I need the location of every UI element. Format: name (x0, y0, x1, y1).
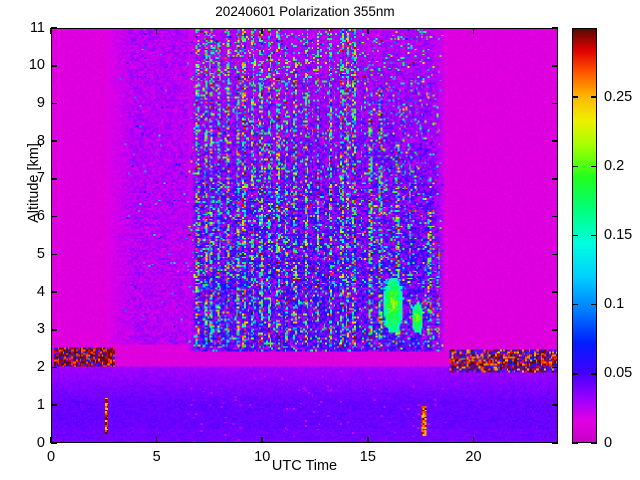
y-tick-mark (51, 366, 57, 369)
x-tick-label: 10 (254, 449, 271, 465)
y-tick-mark-right (552, 140, 558, 142)
x-tick-label: 0 (46, 449, 56, 465)
y-tick-mark (51, 404, 57, 407)
x-tick-mark-top (367, 28, 369, 34)
y-tick-mark-right (552, 27, 558, 29)
x-axis-label: UTC Time (271, 458, 338, 474)
y-tick-label: 10 (28, 57, 45, 74)
colorbar-tick-mark (572, 373, 578, 375)
y-tick-mark (51, 215, 57, 218)
y-tick-label: 2 (36, 359, 45, 376)
x-tick-mark-top (155, 28, 158, 34)
colorbar-tick-label: 0.2 (604, 157, 625, 174)
y-tick-mark-right (552, 291, 558, 293)
y-tick-label: 11 (29, 19, 45, 36)
heatmap-image (52, 29, 557, 442)
x-tick-mark (472, 437, 475, 443)
chart-title: 20240601 Polarization 355nm (215, 4, 395, 19)
x-tick-label: 5 (152, 449, 161, 465)
y-tick-label: 0 (36, 434, 45, 451)
y-tick-mark-right (552, 442, 558, 444)
colorbar-tick-mark (572, 234, 578, 237)
colorbar-tick-mark-right (591, 442, 597, 444)
y-tick-mark (51, 442, 57, 444)
y-tick-mark-right (552, 102, 558, 105)
colorbar-tick-mark (572, 165, 578, 168)
y-tick-label: 9 (36, 94, 45, 111)
colorbar-tick-mark-right (591, 96, 597, 98)
colorbar-tick-mark-right (591, 303, 597, 306)
x-tick-mark (367, 437, 369, 443)
y-tick-label: 5 (36, 245, 45, 262)
x-tick-label: 20 (465, 449, 482, 465)
y-tick-label: 3 (36, 321, 45, 338)
y-tick-label: 1 (36, 396, 45, 413)
y-tick-label: 6 (36, 208, 45, 225)
y-tick-mark-right (552, 404, 558, 407)
x-tick-mark (261, 437, 264, 443)
y-tick-mark (51, 140, 57, 142)
colorbar-tick-mark (572, 442, 578, 444)
colorbar-tick-mark-right (591, 373, 597, 375)
colorbar-tick-label: 0.25 (604, 88, 633, 105)
y-tick-mark-right (552, 329, 558, 331)
colorbar-tick-mark-right (591, 165, 597, 168)
y-tick-mark-right (552, 215, 558, 218)
y-tick-mark (51, 291, 57, 293)
colorbar-tick-label: 0.15 (604, 227, 633, 243)
x-tick-mark (50, 437, 52, 443)
y-tick-mark (51, 253, 57, 256)
y-tick-mark (51, 329, 57, 331)
colorbar-tick-mark-right (591, 234, 597, 237)
y-tick-mark (51, 64, 57, 67)
y-tick-mark-right (552, 64, 558, 67)
colorbar-tick-mark (572, 303, 578, 306)
y-tick-mark (51, 178, 57, 180)
colorbar-tick-label: 0.05 (604, 365, 633, 382)
x-tick-mark-top (261, 28, 264, 34)
x-tick-mark-top (472, 28, 475, 34)
y-tick-mark-right (552, 253, 558, 256)
y-tick-label: 8 (36, 132, 45, 149)
y-axis-label: Altitude [km] (26, 143, 42, 223)
colorbar-tick-label: 0 (604, 434, 613, 451)
heatmap-plot-area (51, 28, 558, 443)
x-tick-mark (155, 437, 158, 443)
colorbar-gradient (573, 29, 596, 442)
y-tick-mark-right (552, 178, 558, 180)
y-tick-mark (51, 27, 57, 29)
y-tick-label: 7 (36, 170, 45, 187)
y-tick-mark-right (552, 366, 558, 369)
x-tick-label: 15 (359, 449, 376, 465)
colorbar-tick-label: 0.1 (604, 296, 625, 313)
y-tick-label: 4 (36, 283, 45, 300)
x-tick-mark-top (50, 28, 52, 34)
colorbar-tick-mark (572, 96, 578, 98)
y-tick-mark (51, 102, 57, 105)
